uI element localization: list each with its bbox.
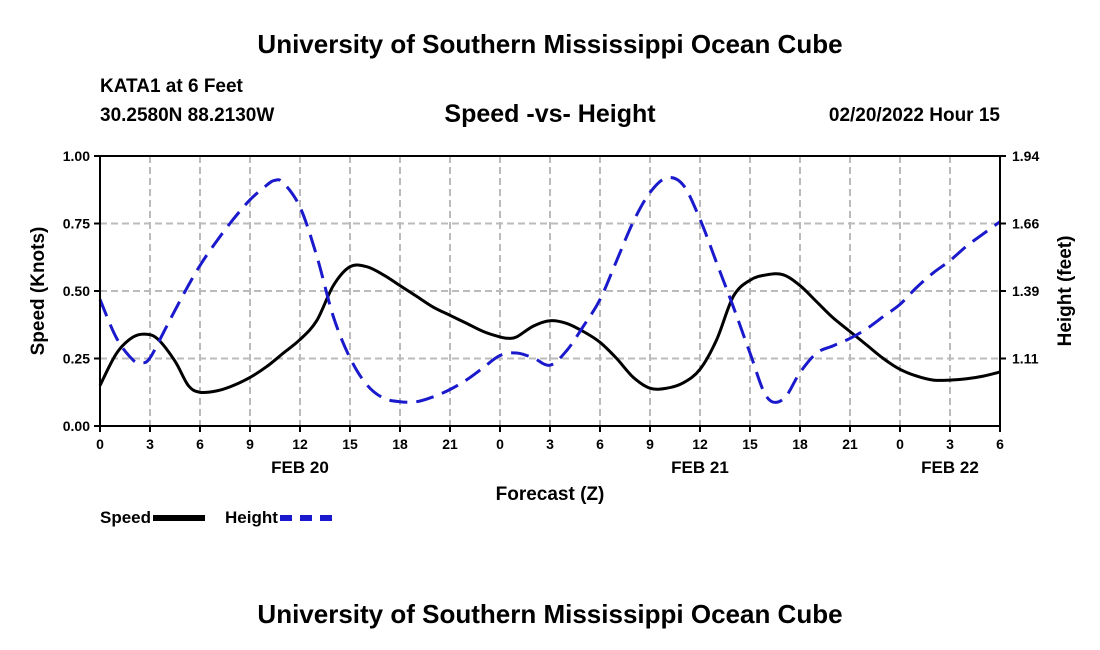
x-tick-label: 3 [146,436,154,452]
y-left-tick-label: 0.50 [63,283,90,299]
page-title: University of Southern Mississippi Ocean… [257,29,843,59]
x-day-label: FEB 22 [921,458,979,477]
x-tick-label: 6 [996,436,1004,452]
footer-title: University of Southern Mississippi Ocean… [257,599,843,629]
legend-item-speed: Speed [100,508,206,528]
tick-layer: 0 3 6 9 12 15 18 21 0 3 6 9 12 15 18 21 0 3 6 FEB 20 FEB 21 F… [63,148,1040,477]
legend-swatch-height [279,515,332,521]
x-day-label: FEB 20 [271,458,329,477]
y-axis-label-left: Speed (Knots) [28,227,49,356]
y-right-tick-label: 1.66 [1012,216,1039,232]
x-tick-label: 15 [342,436,358,452]
x-tick-label: 6 [596,436,604,452]
x-tick-label: 15 [742,436,758,452]
x-tick-label: 21 [442,436,458,452]
x-tick-label: 0 [496,436,504,452]
x-tick-label: 12 [292,436,308,452]
legend-label-speed: Speed [100,508,152,527]
y-right-tick-label: 1.11 [1012,351,1039,367]
x-tick-label: 18 [792,436,808,452]
y-left-tick-label: 1.00 [63,148,90,164]
x-tick-label: 9 [246,436,254,452]
legend-label-height: Height [225,508,278,527]
x-tick-label: 0 [96,436,104,452]
legend-item-height: Height [225,508,332,528]
series-layer [98,176,1001,404]
legend-swatch-speed [153,515,206,521]
x-tick-label: 9 [646,436,654,452]
series-line-height [98,176,1001,404]
chart-subtitle: Speed -vs- Height [444,100,656,128]
y-axis-label-right: Height (feet) [1055,236,1076,347]
y-left-tick-label: 0.00 [63,418,90,434]
x-tick-label: 0 [896,436,904,452]
y-right-tick-label: 1.39 [1012,283,1039,299]
series-line-speed [98,263,1001,395]
x-tick-label: 3 [546,436,554,452]
chart-legend: Speed Height [100,508,352,528]
y-left-tick-label: 0.25 [63,351,90,367]
x-tick-label: 3 [946,436,954,452]
x-tick-label: 21 [842,436,858,452]
y-left-tick-label: 0.75 [63,216,90,232]
station-label: KATA1 at 6 Feet [100,76,243,97]
x-axis-label: Forecast (Z) [496,484,605,505]
x-tick-label: 12 [692,436,708,452]
x-day-label: FEB 21 [671,458,729,477]
station-coordinates: 30.2580N 88.2130W [100,105,275,126]
y-right-tick-label: 1.94 [1012,148,1039,164]
x-tick-label: 18 [392,436,408,452]
x-tick-label: 6 [196,436,204,452]
forecast-datetime: 02/20/2022 Hour 15 [828,105,1000,126]
